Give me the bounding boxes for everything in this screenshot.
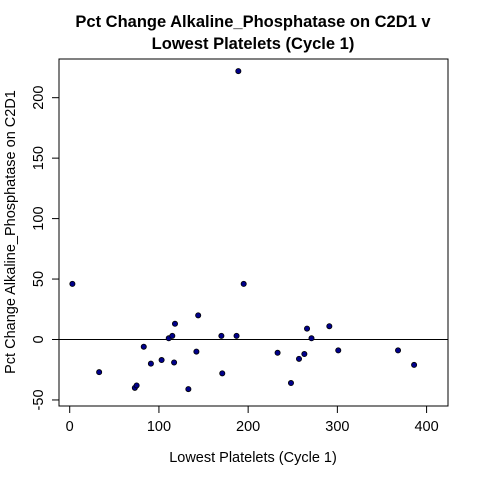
data-point [304, 325, 311, 332]
y-tick-label: 200 [31, 86, 47, 110]
y-tick-label: 0 [31, 335, 47, 343]
data-point [195, 312, 202, 319]
data-point [171, 359, 178, 366]
x-tick-label: 100 [147, 419, 171, 435]
data-point [219, 370, 226, 377]
data-point [193, 348, 200, 355]
data-point [395, 347, 402, 354]
y-tick-label: 100 [31, 206, 47, 230]
data-point [69, 280, 76, 287]
data-point [335, 347, 342, 354]
data-point [96, 369, 103, 376]
data-point [147, 360, 154, 367]
data-point [218, 332, 225, 339]
y-tick-label: 150 [31, 146, 47, 170]
data-point [326, 323, 333, 330]
data-point [287, 380, 294, 387]
data-point [240, 280, 247, 287]
x-tick-label: 400 [414, 419, 438, 435]
y-axis: -50 0 50 100 150 200 [31, 86, 59, 410]
y-axis-label: Pct Change Alkaline_Phosphatase on C2D1 [3, 90, 19, 374]
data-point [411, 361, 418, 368]
data-point [185, 386, 192, 393]
x-tick-label: 300 [325, 419, 349, 435]
x-tick-label: 200 [236, 419, 260, 435]
chart-title-line-2: Lowest Platelets (Cycle 1) [152, 35, 355, 53]
y-tick-label: 50 [31, 271, 47, 287]
x-axis-label: Lowest Platelets (Cycle 1) [169, 450, 337, 466]
data-points [69, 68, 418, 393]
data-point [235, 68, 242, 75]
data-point [133, 382, 140, 389]
data-point [171, 320, 178, 327]
data-point [158, 357, 165, 364]
data-point [296, 355, 303, 362]
data-point [233, 332, 240, 339]
x-axis: 0 100 200 300 400 [66, 406, 439, 435]
plot-frame [58, 58, 449, 407]
x-tick-label: 0 [66, 419, 74, 435]
data-point [274, 349, 281, 356]
data-point [308, 335, 315, 342]
chart-title-line-1: Pct Change Alkaline_Phosphatase on C2D1 … [75, 13, 431, 31]
y-tick-label: -50 [31, 389, 47, 410]
data-point [140, 343, 147, 350]
data-point [169, 332, 176, 339]
data-point [301, 351, 308, 358]
